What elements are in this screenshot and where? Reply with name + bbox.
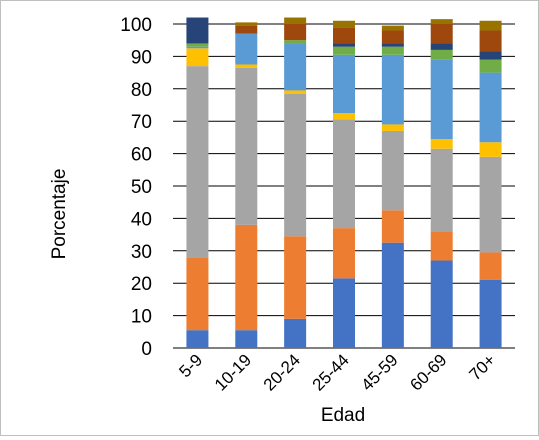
bar-segment <box>333 113 355 120</box>
y-tick-label: 80 <box>131 80 152 101</box>
bar-segment <box>186 46 209 49</box>
x-tick-label: 60-69 <box>406 350 450 394</box>
bar-segment <box>479 51 502 60</box>
bar-segment <box>381 130 404 211</box>
y-tick-label: 10 <box>131 307 152 328</box>
bar-segment <box>381 242 404 348</box>
bar-segment <box>284 318 307 348</box>
bar-segment <box>381 43 404 47</box>
bar-segment <box>333 228 355 279</box>
bar-segment <box>479 20 502 31</box>
bar-segment <box>235 33 258 65</box>
bar-segment <box>235 22 258 26</box>
bar-segment <box>381 46 404 55</box>
bar-segment <box>333 20 355 28</box>
bar-segment <box>479 156 502 253</box>
bar-segment <box>186 17 209 44</box>
bar-segment <box>284 93 307 237</box>
bar-segment <box>284 90 307 94</box>
bar-segment <box>381 30 404 44</box>
x-tick-labels: 5-9 10-19 20-24 25-44 45-59 60-69 70+ <box>175 350 499 394</box>
bar-segment <box>186 330 209 348</box>
bar-segment <box>186 48 209 67</box>
bar-segment <box>430 59 453 140</box>
bar-segment <box>430 139 453 149</box>
x-tick-label: 10-19 <box>211 350 255 394</box>
bar-segment <box>284 17 307 24</box>
bar-segment <box>430 24 453 44</box>
y-tick-label: 70 <box>131 112 152 133</box>
bar-segment <box>235 25 258 34</box>
x-tick-label: 5-9 <box>175 350 206 381</box>
x-tick-label: 25-44 <box>309 350 353 394</box>
bar-segment <box>381 54 404 125</box>
bar-segment <box>479 30 502 52</box>
bar-segment <box>479 252 502 280</box>
y-tick-label: 20 <box>131 274 152 295</box>
bar-segment <box>284 40 307 44</box>
bar-segment <box>479 142 502 157</box>
y-tick-label: 100 <box>120 15 152 36</box>
x-axis-label: Edad <box>321 405 365 426</box>
y-tick-label: 40 <box>131 209 152 230</box>
bar-segment <box>235 224 258 331</box>
bar-segment <box>430 260 453 348</box>
bar-segment <box>235 64 258 68</box>
bar-segment <box>186 43 209 47</box>
bar-segment <box>235 330 258 348</box>
bar-segment <box>284 236 307 319</box>
bar-segment <box>333 27 355 44</box>
bar-segment <box>430 231 453 261</box>
bar-segment <box>479 72 502 143</box>
x-tick-label: 45-59 <box>358 350 402 394</box>
bar-segment <box>479 279 502 348</box>
bar-segment <box>186 257 209 331</box>
y-tick-label: 90 <box>131 47 152 68</box>
bar-segment <box>430 43 453 50</box>
bar-segment <box>333 54 355 114</box>
bar-segment <box>479 59 502 73</box>
bar-segment <box>186 66 209 258</box>
y-tick-label: 60 <box>131 145 152 166</box>
x-tick-label: 70+ <box>466 350 500 384</box>
bar-segment <box>333 278 355 348</box>
bar-segment <box>381 210 404 243</box>
bar-segment <box>430 49 453 60</box>
bar-segment <box>381 25 404 31</box>
bars-group <box>186 17 502 348</box>
bar-segment <box>333 119 355 229</box>
y-tick-labels: 0 10 20 30 40 50 60 70 80 90 100 <box>120 15 152 360</box>
y-tick-label: 50 <box>131 177 152 198</box>
bar-segment <box>235 67 258 225</box>
bar-segment <box>430 148 453 232</box>
bar-segment <box>430 19 453 24</box>
bar-segment <box>333 46 355 55</box>
y-tick-label: 0 <box>141 339 152 360</box>
y-tick-label: 30 <box>131 242 152 263</box>
bar-segment <box>284 43 307 91</box>
y-axis-label: Porcentaje <box>49 169 70 260</box>
x-tick-label: 20-24 <box>260 350 304 394</box>
bar-segment <box>381 124 404 131</box>
bar-segment <box>333 43 355 47</box>
bar-segment <box>284 24 307 41</box>
